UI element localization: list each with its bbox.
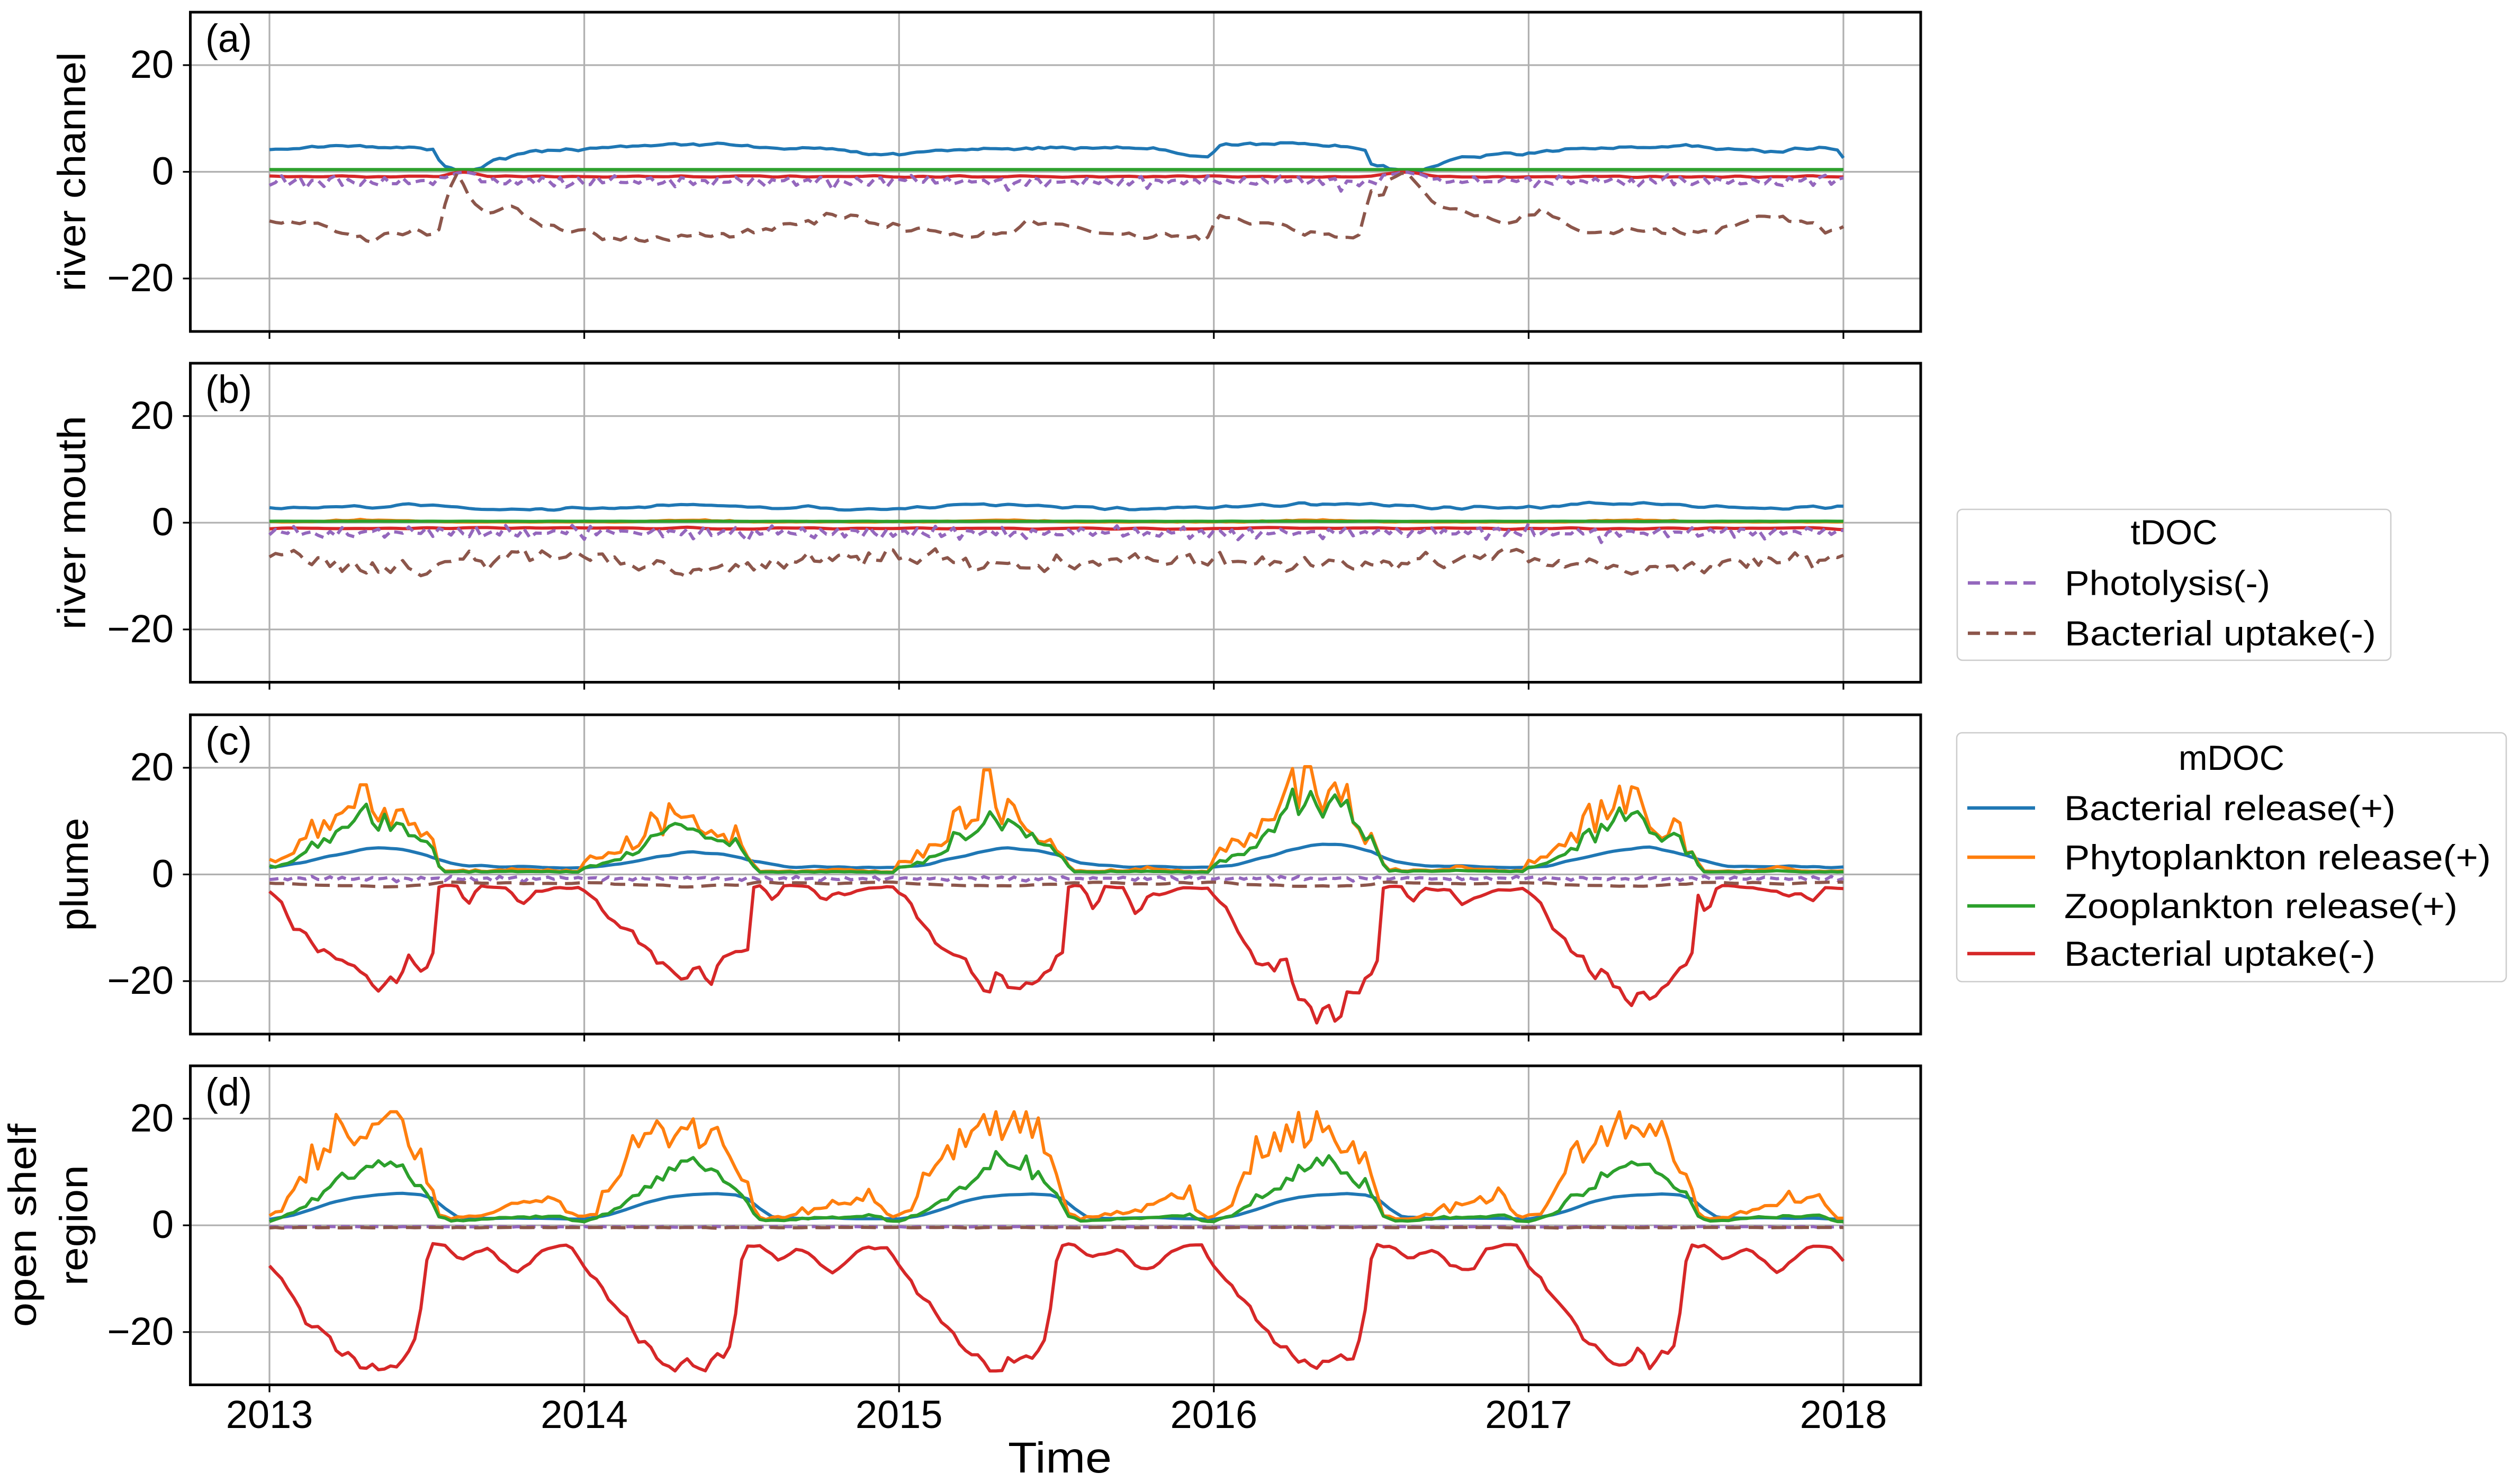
svg-text:−20: −20 xyxy=(107,256,174,300)
svg-text:2015: 2015 xyxy=(856,1393,943,1436)
svg-text:20: 20 xyxy=(130,393,174,437)
svg-text:2016: 2016 xyxy=(1170,1393,1257,1436)
svg-text:−20: −20 xyxy=(107,607,174,651)
svg-text:−20: −20 xyxy=(107,958,174,1002)
svg-text:(b): (b) xyxy=(205,367,252,411)
svg-text:0: 0 xyxy=(152,500,174,544)
svg-text:Phytoplankton release(+): Phytoplankton release(+) xyxy=(2064,838,2491,877)
svg-text:(d): (d) xyxy=(205,1070,252,1114)
svg-text:0: 0 xyxy=(152,149,174,193)
svg-text:open shelf: open shelf xyxy=(1,1124,44,1327)
svg-text:Time: Time xyxy=(1008,1434,1112,1482)
svg-text:(c): (c) xyxy=(205,719,252,763)
svg-text:2018: 2018 xyxy=(1800,1393,1887,1436)
svg-text:20: 20 xyxy=(130,745,174,789)
svg-text:region: region xyxy=(52,1165,96,1286)
svg-text:Bacterial uptake(-): Bacterial uptake(-) xyxy=(2065,614,2376,653)
svg-text:2014: 2014 xyxy=(541,1393,628,1436)
svg-text:2013: 2013 xyxy=(226,1393,313,1436)
svg-text:river channel: river channel xyxy=(50,52,94,291)
svg-text:20: 20 xyxy=(130,42,174,86)
svg-text:0: 0 xyxy=(152,1202,174,1246)
svg-text:Bacterial release(+): Bacterial release(+) xyxy=(2064,788,2396,828)
svg-text:0: 0 xyxy=(152,852,174,896)
svg-text:2017: 2017 xyxy=(1485,1393,1572,1436)
svg-text:plume: plume xyxy=(52,818,96,931)
svg-text:Photolysis(-): Photolysis(-) xyxy=(2065,563,2270,603)
svg-text:tDOC: tDOC xyxy=(2131,513,2218,552)
svg-text:Zooplankton release(+): Zooplankton release(+) xyxy=(2064,886,2458,926)
svg-text:−20: −20 xyxy=(107,1309,174,1353)
svg-text:mDOC: mDOC xyxy=(2179,738,2284,777)
svg-text:river mouth: river mouth xyxy=(50,416,94,630)
svg-text:Bacterial uptake(-): Bacterial uptake(-) xyxy=(2064,934,2375,973)
svg-text:20: 20 xyxy=(130,1096,174,1140)
svg-text:(a): (a) xyxy=(205,16,252,60)
